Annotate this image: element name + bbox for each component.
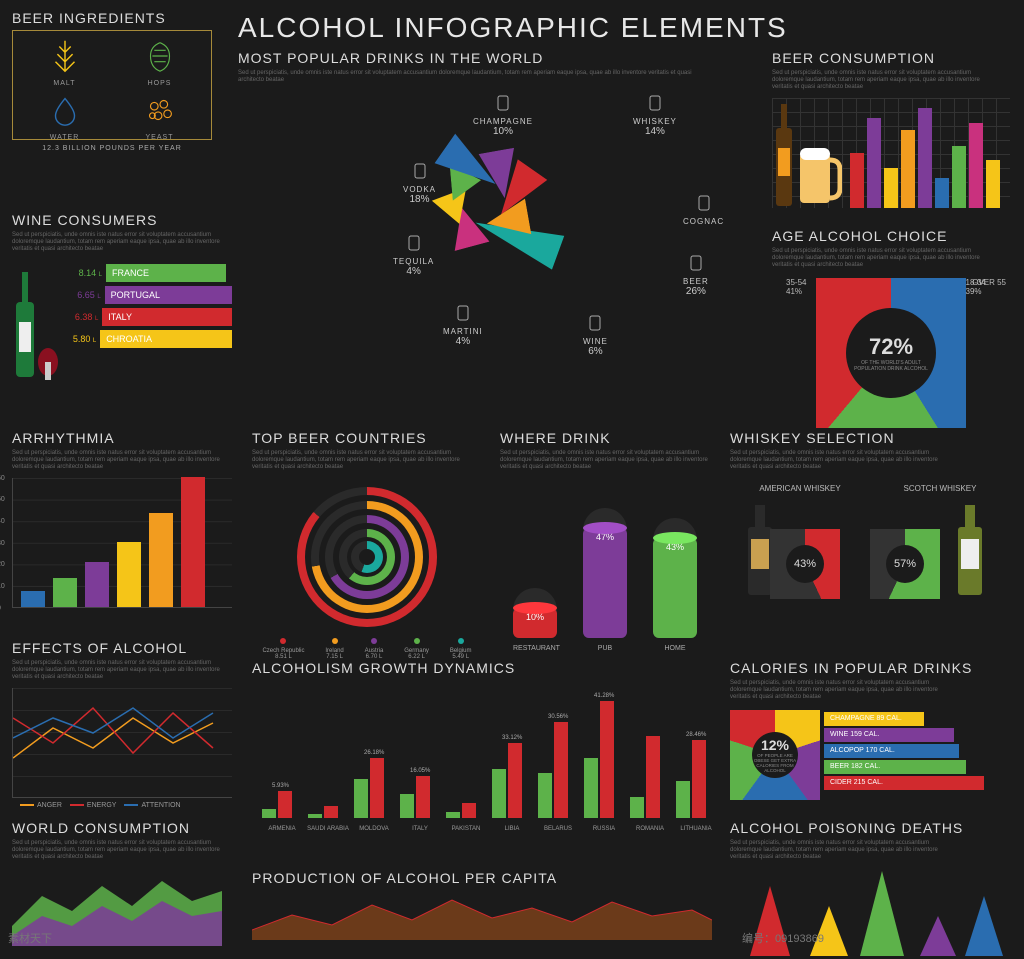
bar xyxy=(935,178,949,208)
section-title: CALORIES IN POPULAR DRINKS xyxy=(730,660,1010,676)
wine-row: 6.65 L PORTUGAL xyxy=(66,286,232,304)
drink-callout: TEQUILA4% xyxy=(393,232,434,277)
cal-bar: CHAMPAGNE 89 CAL. xyxy=(824,712,924,726)
bar xyxy=(918,108,932,208)
cylinder: 43% HOME xyxy=(653,518,697,638)
whiskey-bottle-icon xyxy=(950,499,990,599)
ingredient-yeast: YEAST xyxy=(114,91,205,141)
cal-bar: WINE 159 CAL. xyxy=(824,728,954,742)
section-title: MOST POPULAR DRINKS IN THE WORLD xyxy=(238,50,728,66)
glass-icon xyxy=(584,312,606,334)
bar xyxy=(21,591,45,607)
beer-bottle-icon xyxy=(772,98,842,208)
section-title: AGE ALCOHOL CHOICE xyxy=(772,228,1010,244)
age-center-pct: 72% xyxy=(869,334,913,360)
whiskey-col: AMERICAN WHISKEY 43% xyxy=(740,484,860,609)
wine-row: 8.14 L FRANCE xyxy=(66,264,232,282)
glass-icon xyxy=(492,92,514,114)
drink-callout: MARTINI4% xyxy=(443,302,483,347)
drink-callout: CHAMPAGNE10% xyxy=(473,92,533,137)
ingredient-hops: HOPS xyxy=(114,37,205,87)
watermark: 素材天下 xyxy=(8,930,52,946)
arrhythmia: ARRHYTHMIA Sed ut perspiciatis, unde omn… xyxy=(12,430,232,608)
glass-icon xyxy=(409,160,431,182)
triangle xyxy=(860,871,904,956)
effects-of-alcohol: EFFECTS OF ALCOHOL Sed ut perspiciatis, … xyxy=(12,640,232,809)
section-title: WHISKEY SELECTION xyxy=(730,430,1010,446)
drink-callout: BEER26% xyxy=(683,252,709,297)
drink-callout: WHISKEY14% xyxy=(633,92,677,137)
section-title: TOP BEER COUNTRIES xyxy=(252,430,482,446)
bar xyxy=(117,542,141,607)
section-title: BEER INGREDIENTS xyxy=(12,10,222,26)
beer-ingredients: BEER INGREDIENTS MALT HOPS WATER YEAST 1… xyxy=(12,10,222,140)
production-per-capita: PRODUCTION OF ALCOHOL PER CAPITA xyxy=(252,870,722,940)
section-title: ALCOHOLISM GROWTH DYNAMICS xyxy=(252,660,722,676)
drink-callout: COGNAC xyxy=(683,192,724,226)
line xyxy=(13,718,213,758)
calories-popular-drinks: CALORIES IN POPULAR DRINKS Sed ut perspi… xyxy=(730,660,1010,800)
triangle xyxy=(965,896,1003,956)
glass-icon xyxy=(403,232,425,254)
bar xyxy=(181,477,205,607)
glass-icon xyxy=(644,92,666,114)
whiskey-col: SCOTCH WHISKEY 57% xyxy=(880,484,1000,609)
wine-bottle-icon xyxy=(10,262,60,382)
section-title: BEER CONSUMPTION xyxy=(772,50,1010,66)
wine-row: 5.80 L CHROATIA xyxy=(66,330,232,348)
section-title: WORLD CONSUMPTION xyxy=(12,820,232,836)
section-title: PRODUCTION OF ALCOHOL PER CAPITA xyxy=(252,870,722,886)
legend-item: Austria6.70 L xyxy=(365,638,384,660)
where-drink: WHERE DRINK Sed ut perspiciatis, unde om… xyxy=(500,430,710,638)
serial: 编号：09193869 xyxy=(742,930,824,946)
wine-consumers: WINE CONSUMERS Sed ut perspiciatis, unde… xyxy=(12,212,232,352)
bar xyxy=(85,562,109,606)
legend-item: Germany6.22 L xyxy=(404,638,429,660)
beer-consumption: BEER CONSUMPTION Sed ut perspiciatis, un… xyxy=(772,50,1010,208)
drink-callout: WINE6% xyxy=(583,312,608,357)
top-beer-countries: TOP BEER COUNTRIES Sed ut perspiciatis, … xyxy=(252,430,482,660)
ingredients-footer: 12.3 BILLION POUNDS PER YEAR xyxy=(19,145,205,152)
bar xyxy=(952,146,966,208)
section-title: ALCOHOL POISONING DEATHS xyxy=(730,820,1010,836)
triangle xyxy=(920,916,956,956)
bar xyxy=(884,168,898,208)
cal-bar: BEER 182 CAL. xyxy=(824,760,966,774)
drink-callout: VODKA18% xyxy=(403,160,436,205)
bar xyxy=(901,130,915,208)
rose-petal xyxy=(483,195,532,246)
area xyxy=(252,900,712,940)
bar xyxy=(53,578,77,607)
cal-bar: ALCOPOP 170 CAL. xyxy=(824,744,959,758)
legend-item: Czech Republic8.51 L xyxy=(262,638,304,660)
cylinder: 10% RESTAURANT xyxy=(513,588,557,638)
bar xyxy=(969,123,983,208)
cal-bar: CIDER 215 CAL. xyxy=(824,776,984,790)
section-title: EFFECTS OF ALCOHOL xyxy=(12,640,232,656)
legend-item: Ireland7.15 L xyxy=(325,638,343,660)
section-title: ARRHYTHMIA xyxy=(12,430,232,446)
wine-row: 6.38 L ITALY xyxy=(66,308,232,326)
bar xyxy=(850,153,864,208)
ingredient-malt: MALT xyxy=(19,37,110,87)
bar xyxy=(149,513,173,607)
line xyxy=(13,708,213,753)
main-title: ALCOHOL INFOGRAPHIC ELEMENTS xyxy=(238,12,788,44)
ring xyxy=(351,541,383,573)
cylinder: 47% PUB xyxy=(583,508,627,638)
section-title: WHERE DRINK xyxy=(500,430,710,446)
bar xyxy=(986,160,1000,208)
section-title: WINE CONSUMERS xyxy=(12,212,232,228)
most-popular-drinks: MOST POPULAR DRINKS IN THE WORLD Sed ut … xyxy=(238,50,728,302)
world-consumption: WORLD CONSUMPTION Sed ut perspiciatis, u… xyxy=(12,820,232,946)
glass-icon xyxy=(693,192,715,214)
glass-icon xyxy=(452,302,474,324)
glass-icon xyxy=(685,252,707,274)
age-alcohol-choice: AGE ALCOHOL CHOICE Sed ut perspiciatis, … xyxy=(772,228,1010,428)
ingredient-water: WATER xyxy=(19,91,110,141)
whiskey-selection: WHISKEY SELECTION Sed ut perspiciatis, u… xyxy=(730,430,1010,609)
alcoholism-growth: ALCOHOLISM GROWTH DYNAMICS 5.93% ARMENIA… xyxy=(252,660,722,832)
legend-item: Belgium5.49 L xyxy=(450,638,472,660)
bar xyxy=(867,118,881,208)
